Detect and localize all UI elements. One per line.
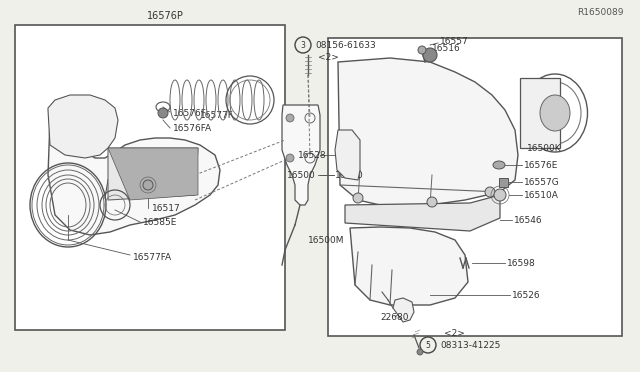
Text: 16577FA: 16577FA — [133, 253, 172, 263]
Circle shape — [427, 197, 437, 207]
Text: 16517: 16517 — [152, 203, 180, 212]
Text: 16546: 16546 — [514, 215, 543, 224]
Ellipse shape — [493, 161, 505, 169]
Polygon shape — [48, 120, 220, 235]
Text: <2>: <2> — [318, 52, 339, 61]
Text: 16500M: 16500M — [308, 235, 344, 244]
Circle shape — [286, 114, 294, 122]
Polygon shape — [338, 58, 518, 205]
Text: 3: 3 — [301, 41, 305, 49]
Bar — [328, 38, 622, 336]
Text: 16577F: 16577F — [200, 110, 234, 119]
Text: 16528: 16528 — [298, 151, 326, 160]
Circle shape — [286, 154, 294, 162]
Polygon shape — [350, 227, 468, 305]
Text: R1650089: R1650089 — [577, 7, 624, 16]
Circle shape — [417, 349, 423, 355]
Text: 16526: 16526 — [512, 291, 541, 299]
Circle shape — [160, 110, 166, 116]
Circle shape — [158, 108, 168, 118]
Text: 16585E: 16585E — [143, 218, 177, 227]
Polygon shape — [48, 95, 118, 158]
Text: 16557: 16557 — [440, 36, 468, 45]
Bar — [520, 78, 560, 148]
Text: 16576P: 16576P — [147, 11, 184, 21]
Text: 16576F: 16576F — [173, 109, 207, 118]
Text: 16576E: 16576E — [524, 160, 558, 170]
Text: 16516: 16516 — [432, 44, 461, 52]
Circle shape — [418, 46, 426, 54]
Text: 16500: 16500 — [335, 170, 364, 180]
Text: 16598: 16598 — [507, 259, 536, 267]
Text: 22680: 22680 — [380, 312, 408, 321]
Polygon shape — [393, 298, 414, 322]
Text: 16557G: 16557G — [524, 177, 560, 186]
Polygon shape — [108, 148, 198, 200]
Text: 08313-41225: 08313-41225 — [440, 340, 500, 350]
Text: 16576FA: 16576FA — [173, 124, 212, 132]
Circle shape — [485, 187, 495, 197]
Text: <2>: <2> — [444, 328, 465, 337]
Circle shape — [494, 189, 506, 201]
Text: 16500: 16500 — [287, 170, 316, 180]
Text: 16500K: 16500K — [527, 144, 562, 153]
Polygon shape — [108, 148, 198, 200]
Bar — [15, 25, 285, 330]
Circle shape — [423, 48, 437, 62]
Polygon shape — [282, 105, 320, 205]
Polygon shape — [345, 195, 500, 231]
Text: 08156-61633: 08156-61633 — [315, 41, 376, 49]
Circle shape — [143, 180, 153, 190]
Text: 5: 5 — [426, 340, 431, 350]
Ellipse shape — [540, 95, 570, 131]
Bar — [499, 178, 508, 187]
Text: 16510A: 16510A — [524, 190, 559, 199]
Circle shape — [353, 193, 363, 203]
Polygon shape — [335, 130, 360, 180]
